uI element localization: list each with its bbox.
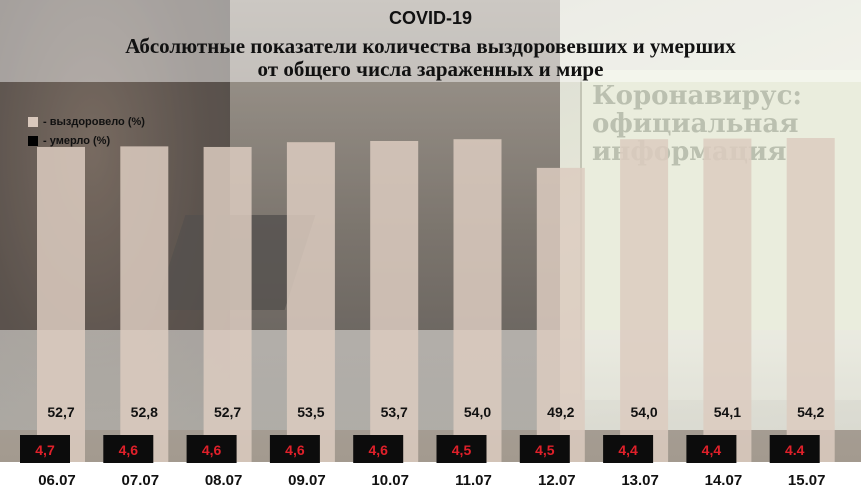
- recovered-value-label: 54,0: [630, 404, 657, 420]
- died-value-label: 4,6: [285, 442, 305, 458]
- recovered-bar: [37, 146, 85, 462]
- died-bar: [603, 435, 654, 463]
- legend-swatch-recovered: [28, 116, 38, 127]
- recovered-value-label: 52,8: [131, 404, 158, 420]
- died-value-label: 4,6: [202, 442, 222, 458]
- died-bar: [436, 435, 487, 463]
- recovered-bar: [536, 167, 585, 463]
- died-value-label: 4,4: [618, 442, 638, 458]
- x-tick-label: 14.07: [705, 472, 743, 489]
- recovered-value-label: 54,1: [714, 404, 741, 420]
- legend-swatch-died: [28, 135, 38, 146]
- died-value-label: 4,6: [119, 442, 139, 458]
- x-tick-label: 06.07: [38, 472, 76, 489]
- recovered-bar: [703, 138, 752, 462]
- legend-item-recovered: - выздоровело (%): [28, 112, 145, 131]
- x-tick-label: 13.07: [621, 472, 659, 489]
- chart-title: COVID-19: [388, 8, 473, 28]
- chart-subtitle-line-1: Абсолютные показатели количества выздоро…: [125, 34, 736, 58]
- recovered-bar: [286, 142, 335, 462]
- recovered-bar: [370, 140, 419, 462]
- x-tick-label: 10.07: [371, 472, 409, 489]
- x-tick-label: 07.07: [122, 472, 160, 489]
- recovered-value-label: 53,5: [297, 404, 324, 420]
- legend: - выздоровело (%) - умерло (%): [28, 112, 145, 150]
- recovered-value-label: 53,7: [381, 404, 408, 420]
- recovered-value-label: 49,2: [547, 404, 574, 420]
- x-tick-label: 15.07: [788, 472, 826, 489]
- axis-band: [0, 462, 861, 490]
- recovered-value-label: 52,7: [214, 404, 241, 420]
- chart-subtitle-line-2: от общего числа зараженных и мире: [257, 57, 604, 81]
- died-value-label: 4,5: [535, 442, 555, 458]
- recovered-bar: [786, 138, 835, 462]
- title-band: [0, 0, 861, 82]
- legend-label-died: - умерло (%): [43, 134, 111, 147]
- died-bar: [20, 435, 70, 463]
- died-bar: [186, 435, 237, 463]
- x-tick-label: 11.07: [455, 472, 492, 489]
- legend-item-died: - умерло (%): [28, 131, 145, 150]
- recovered-bar: [453, 139, 502, 463]
- died-bar: [269, 435, 320, 463]
- recovered-bar: [620, 139, 669, 463]
- died-value-label: 4.4: [785, 442, 805, 458]
- x-tick-label: 08.07: [205, 472, 243, 489]
- recovered-bar: [120, 146, 169, 462]
- died-bar: [769, 435, 820, 463]
- x-tick-label: 09.07: [288, 472, 326, 489]
- died-value-label: 4,4: [702, 442, 722, 458]
- died-value-label: 4,6: [368, 442, 388, 458]
- recovered-bar: [203, 146, 252, 462]
- died-value-label: 4,5: [452, 442, 472, 458]
- recovered-value-label: 52,7: [47, 404, 74, 420]
- x-tick-label: 12.07: [538, 472, 576, 489]
- died-bar: [519, 435, 570, 463]
- legend-label-recovered: - выздоровело (%): [43, 115, 145, 128]
- chart-subtitle: Абсолютные показатели количества выздоро…: [0, 35, 861, 81]
- died-bar: [103, 435, 154, 463]
- recovered-value-label: 54,2: [797, 404, 824, 420]
- died-bar: [353, 435, 404, 463]
- background-screen-text: Коронавирус: официальная информация: [592, 81, 802, 167]
- recovered-value-label: 54,0: [464, 404, 491, 420]
- died-bar: [686, 435, 737, 463]
- died-value-label: 4,7: [35, 442, 55, 458]
